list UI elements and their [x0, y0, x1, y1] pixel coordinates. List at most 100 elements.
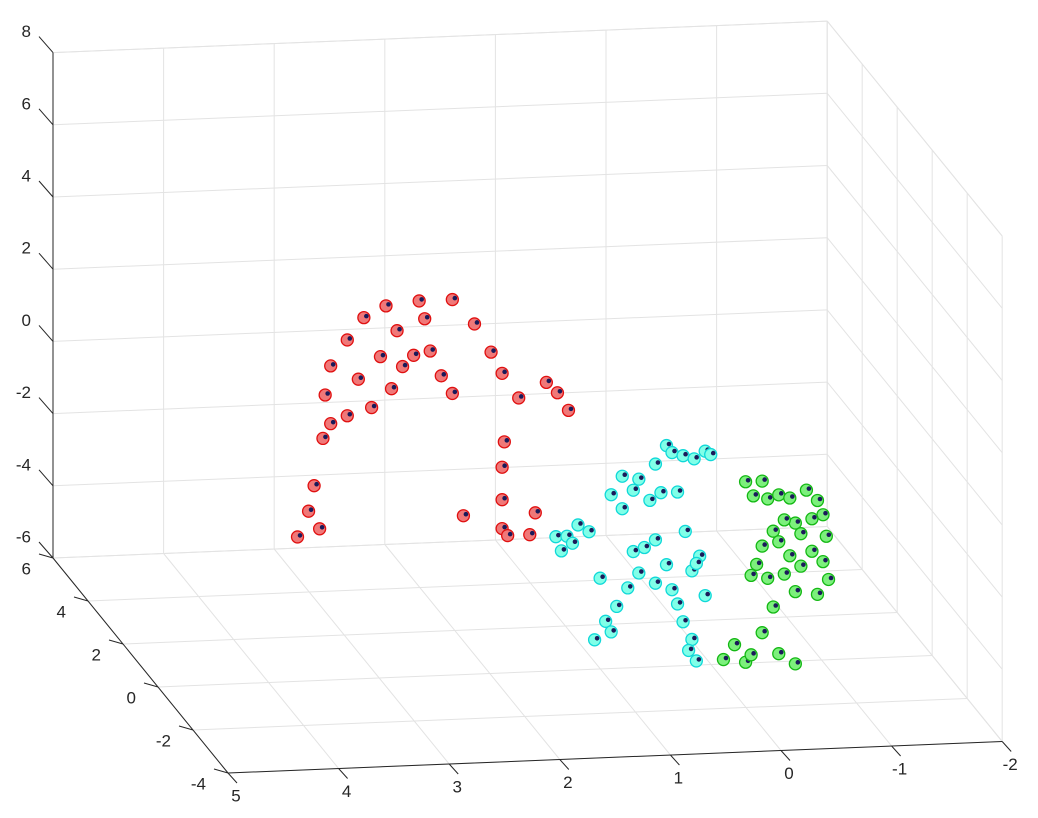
inner-marker — [611, 628, 616, 633]
z-tick-mark — [38, 108, 54, 126]
inner-marker — [795, 660, 801, 665]
inner-marker — [347, 411, 353, 417]
inner-marker — [633, 547, 639, 553]
inner-marker — [661, 488, 666, 494]
y-tick-label: 2 — [92, 645, 101, 664]
inner-marker — [535, 509, 541, 514]
inner-marker — [778, 537, 784, 543]
inner-marker — [806, 486, 812, 491]
inner-marker — [795, 519, 801, 524]
side-grid-z — [826, 165, 1003, 381]
floor-grid-y — [87, 569, 863, 602]
z-tick-label: -2 — [16, 383, 31, 402]
inner-marker — [790, 494, 795, 499]
inner-marker — [688, 646, 694, 652]
grid-layer — [52, 20, 1003, 774]
inner-marker — [424, 314, 430, 320]
inner-marker — [655, 579, 661, 584]
inner-marker — [696, 657, 702, 662]
inner-marker — [812, 547, 817, 553]
side-grid-z — [826, 237, 1003, 454]
x-tick-mark — [670, 754, 680, 766]
x-tick-label: -1 — [892, 759, 907, 778]
inner-marker — [767, 574, 773, 580]
x-tick-mark — [448, 763, 459, 775]
inner-marker — [319, 524, 325, 530]
inner-marker — [314, 481, 319, 487]
floor-grid-x — [273, 548, 450, 765]
inner-marker — [692, 635, 697, 641]
x-tick-label: -2 — [1003, 755, 1018, 774]
y-tick-mark — [108, 639, 124, 645]
inner-marker — [767, 495, 773, 500]
inner-marker — [762, 542, 767, 547]
x-axis-line — [227, 741, 1003, 774]
x-tick-mark — [1001, 741, 1012, 752]
floor-grid-y — [157, 655, 933, 688]
z-tick-mark — [38, 541, 54, 559]
inner-marker — [683, 617, 688, 623]
axis-layer — [38, 36, 1012, 784]
inner-marker — [639, 475, 644, 480]
inner-marker — [441, 372, 447, 377]
floor-grid-x — [163, 553, 339, 769]
inner-marker — [594, 636, 600, 641]
inner-marker — [756, 560, 762, 566]
labels-layer: -2 -1 0 1 2 3 4 5 -4 -2 0 2 4 6 -6 -4 -2 0 2 4 6 8 — [16, 22, 1018, 805]
back-grid-z — [52, 237, 828, 270]
inner-marker — [784, 570, 790, 575]
back-grid-z — [52, 92, 828, 126]
inner-marker — [817, 496, 823, 502]
inner-marker — [773, 527, 779, 532]
inner-marker — [364, 313, 369, 319]
z-tick-label: 8 — [22, 22, 31, 41]
inner-marker — [762, 477, 767, 482]
inner-marker — [795, 587, 801, 593]
inner-marker — [723, 655, 729, 661]
inner-marker — [330, 419, 336, 425]
inner-marker — [790, 551, 795, 557]
inner-marker — [323, 434, 328, 440]
inner-marker — [753, 492, 759, 497]
inner-marker — [572, 539, 578, 545]
inner-marker — [677, 600, 683, 605]
inner-marker — [751, 651, 756, 656]
inner-marker — [297, 533, 303, 538]
box-top-back — [52, 20, 828, 54]
x-tick-mark — [891, 745, 901, 757]
inner-marker — [650, 496, 655, 502]
inner-marker — [644, 543, 650, 549]
y-tick-label: 4 — [57, 602, 66, 621]
z-tick-mark — [38, 252, 54, 270]
z-tick-mark — [38, 397, 54, 414]
y-tick-label: 6 — [22, 559, 31, 578]
x-tick-label: 4 — [342, 782, 351, 801]
z-tick-mark — [38, 180, 54, 198]
inner-marker — [773, 603, 779, 608]
back-grid-z — [52, 526, 828, 559]
inner-marker — [705, 591, 710, 597]
z-tick-label: 6 — [22, 94, 31, 113]
inner-marker — [557, 388, 563, 394]
inner-marker — [828, 575, 834, 581]
y-tick-mark — [213, 768, 229, 774]
inner-marker — [371, 403, 377, 409]
inner-marker — [561, 547, 567, 552]
inner-marker — [463, 511, 469, 517]
inner-marker — [502, 524, 507, 530]
x-tick-mark — [559, 759, 570, 770]
x-tick-label: 5 — [231, 786, 240, 805]
side-grid-z — [826, 381, 1003, 598]
inner-marker — [380, 352, 386, 358]
inner-marker — [801, 562, 806, 567]
inner-marker — [308, 507, 314, 512]
floor-grid-y — [122, 612, 898, 645]
inner-marker — [683, 451, 688, 457]
inner-marker — [666, 560, 672, 566]
back-grid-z — [52, 381, 828, 415]
inner-marker — [826, 532, 832, 538]
floor-grid-y — [192, 698, 968, 731]
z-tick-label: 4 — [22, 166, 31, 185]
y-tick-mark — [143, 682, 159, 688]
box-top-side — [826, 20, 1003, 237]
